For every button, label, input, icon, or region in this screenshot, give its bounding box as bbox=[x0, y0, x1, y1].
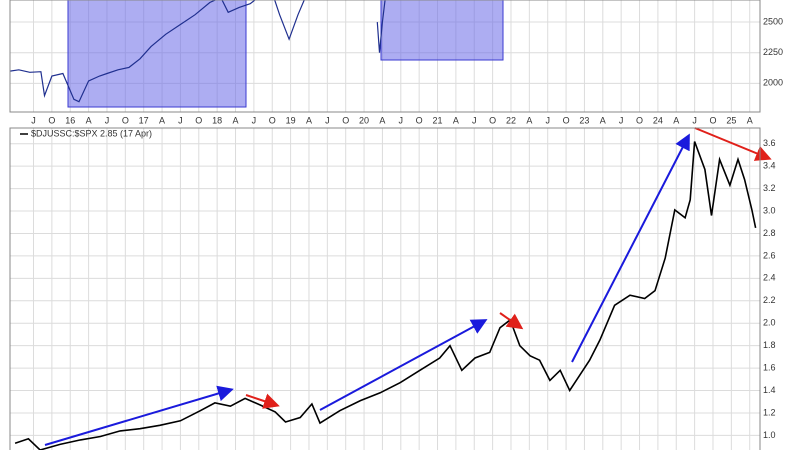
y-tick-label: 1.6 bbox=[763, 362, 776, 372]
x-tick-label: A bbox=[673, 115, 679, 125]
y-tick-label: 2.8 bbox=[763, 228, 776, 238]
x-tick-label: O bbox=[342, 115, 349, 125]
x-tick-label: O bbox=[563, 115, 570, 125]
x-tick-label: J bbox=[545, 115, 550, 125]
y-tick-label: 3.6 bbox=[763, 138, 776, 148]
highlight-box bbox=[67, 0, 247, 108]
y-tick-label: 3.4 bbox=[763, 161, 776, 171]
y-tick-label: 2.0 bbox=[763, 318, 776, 328]
y-tick-label: 3.2 bbox=[763, 183, 776, 193]
y-tick-label: 2.4 bbox=[763, 273, 776, 283]
x-tick-label: O bbox=[269, 115, 276, 125]
x-tick-label: O bbox=[48, 115, 55, 125]
x-tick-label: J bbox=[105, 115, 110, 125]
y-tick-label: 2000 bbox=[763, 78, 783, 88]
x-tick-label: 17 bbox=[139, 115, 149, 125]
x-tick-label: A bbox=[747, 115, 753, 125]
x-tick-label: O bbox=[195, 115, 202, 125]
x-tick-label: A bbox=[379, 115, 385, 125]
panel-frame bbox=[9, 127, 761, 450]
x-tick-label: A bbox=[233, 115, 239, 125]
panel-frame bbox=[9, 0, 761, 113]
trend-arrow bbox=[499, 312, 524, 330]
trend-arrow bbox=[571, 133, 690, 363]
trend-arrow bbox=[44, 385, 234, 446]
x-tick-label: A bbox=[306, 115, 312, 125]
x-tick-label: 22 bbox=[506, 115, 516, 125]
y-tick-label: 2.6 bbox=[763, 250, 776, 260]
x-tick-label: J bbox=[399, 115, 404, 125]
x-tick-label: 21 bbox=[433, 115, 443, 125]
x-tick-label: O bbox=[122, 115, 129, 125]
x-tick-label: O bbox=[416, 115, 423, 125]
x-tick-label: 19 bbox=[286, 115, 296, 125]
x-tick-label: J bbox=[31, 115, 36, 125]
x-tick-label: A bbox=[86, 115, 92, 125]
data-line bbox=[10, 0, 386, 103]
x-tick-label: 25 bbox=[726, 115, 736, 125]
chart-title: $DJUSSC:$SPX 2.85 (17 Apr) bbox=[31, 128, 152, 138]
x-tick-label: J bbox=[472, 115, 477, 125]
x-tick-label: A bbox=[600, 115, 606, 125]
x-tick-label: 16 bbox=[65, 115, 75, 125]
y-tick-label: 2.2 bbox=[763, 295, 776, 305]
x-tick-label: 18 bbox=[212, 115, 222, 125]
y-tick-label: 3.0 bbox=[763, 205, 776, 215]
y-tick-label: 1.2 bbox=[763, 407, 776, 417]
x-tick-label: 23 bbox=[579, 115, 589, 125]
y-tick-label: 1.4 bbox=[763, 385, 776, 395]
y-tick-label: 1.8 bbox=[763, 340, 776, 350]
highlight-box bbox=[380, 0, 504, 61]
trend-arrow bbox=[694, 127, 772, 161]
x-tick-label: J bbox=[325, 115, 330, 125]
x-tick-label: 20 bbox=[359, 115, 369, 125]
x-tick-label: J bbox=[692, 115, 697, 125]
trend-arrow bbox=[319, 319, 488, 411]
x-tick-label: O bbox=[709, 115, 716, 125]
x-tick-label: O bbox=[636, 115, 643, 125]
x-tick-label: A bbox=[526, 115, 532, 125]
x-tick-label: A bbox=[159, 115, 165, 125]
x-tick-label: A bbox=[453, 115, 459, 125]
data-line bbox=[14, 141, 757, 450]
x-tick-label: O bbox=[489, 115, 496, 125]
y-tick-label: 2500 bbox=[763, 16, 783, 26]
x-tick-label: J bbox=[178, 115, 183, 125]
x-tick-label: 24 bbox=[653, 115, 663, 125]
y-tick-label: 2250 bbox=[763, 47, 783, 57]
x-tick-label: J bbox=[252, 115, 257, 125]
trend-arrow bbox=[245, 393, 280, 409]
x-tick-label: J bbox=[619, 115, 624, 125]
annotations bbox=[44, 127, 772, 446]
y-tick-label: 1.0 bbox=[763, 430, 776, 440]
bottom-panel bbox=[10, 128, 760, 450]
